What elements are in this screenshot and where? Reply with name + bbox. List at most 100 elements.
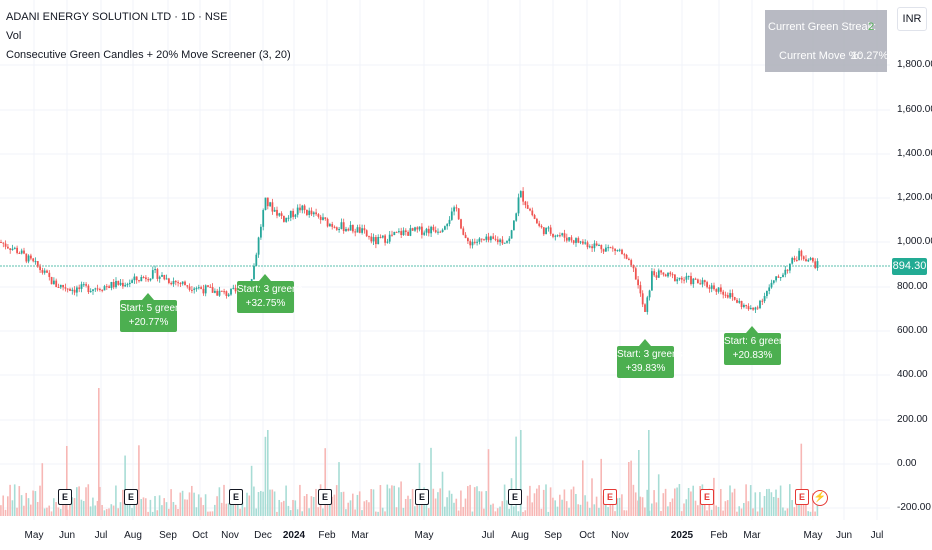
candle-body [207,285,209,287]
symbol-title[interactable]: ADANI ENERGY SOLUTION LTD · 1D · NSE [6,11,228,23]
volume-bar [87,484,90,516]
candle-body [133,276,136,281]
candle-body [710,285,713,289]
candle-body [172,281,175,285]
time-axis-label: Jul [94,530,108,541]
candle-body [214,290,216,293]
candle-body [115,280,117,288]
candle-body [519,191,522,198]
volume-bar [147,511,149,516]
candle-body [570,237,573,241]
volume-bar [536,488,538,516]
volume-bar [529,485,531,516]
volume-bar [195,507,198,516]
candle-body [59,284,62,288]
volume-bar [363,501,366,516]
candle-body [625,254,628,259]
lightning-icon[interactable]: ⚡ [812,490,828,506]
volume-bar [602,495,605,516]
chart-legend: ADANI ENERGY SOLUTION LTD · 1D · NSE Vol… [6,8,291,65]
candle-body [393,231,396,236]
volume-bar [253,486,255,516]
time-axis-label: Nov [611,530,629,541]
candle-body [292,210,294,217]
volume-bar [616,498,619,516]
earnings-marker[interactable]: E [795,489,809,505]
candle-body [483,239,485,241]
volume-bar [724,501,727,516]
volume-bar [520,430,522,516]
indicator-legend[interactable]: Consecutive Green Candles + 20% Move Scr… [6,49,291,61]
earnings-marker[interactable]: E [229,489,243,505]
volume-bar [391,485,393,516]
volume-bar [756,511,759,516]
volume-bar [138,445,140,516]
candle-body [524,201,527,206]
candle-body [434,230,437,233]
volume-bar [115,485,117,516]
volume-bar [381,507,384,516]
volume-bar [743,503,745,516]
time-axis-label: May [803,530,823,541]
candle-body [119,282,122,285]
candle-body [349,224,352,231]
volume-bar [485,491,487,516]
candle-body [266,197,269,207]
volume-bar [793,507,796,516]
annotation-line1: Start: 5 greens [120,303,186,314]
volume-bar [464,498,467,516]
volume-bar [611,500,614,516]
candle-body [395,231,398,233]
candle-body [335,227,338,230]
candle-body [680,277,683,280]
volume-bar [556,506,559,516]
earnings-marker[interactable]: E [58,489,72,505]
volume-bar [782,507,784,516]
candle-body [186,285,189,287]
candle-body [467,238,469,242]
candle-body [687,276,690,278]
earnings-marker[interactable]: E [700,489,714,505]
volume-bar [216,496,218,516]
volume-bar [722,510,724,516]
annotation-label: Start: 6 greens +20.83% [724,333,790,365]
volume-bar [20,495,23,516]
volume-bar [276,511,278,516]
currency-selector[interactable]: INR [897,7,927,31]
earnings-marker[interactable]: E [603,489,617,505]
candle-body [110,282,113,289]
candle-body [690,276,692,285]
candle-body [308,210,311,215]
candle-body [726,295,729,298]
volume-bar [193,492,195,516]
volume-bar [36,501,39,516]
time-axis-label: Aug [511,530,529,541]
time-axis-label: Mar [351,530,369,541]
earnings-marker[interactable]: E [124,489,138,505]
earnings-marker[interactable]: E [415,489,429,505]
annotation-line2: +39.83% [625,363,666,374]
volume-bar [352,493,354,516]
candle-body [460,219,462,229]
candle-body [634,268,637,280]
candle-body [151,270,154,279]
volume-bar [39,485,41,516]
earnings-marker[interactable]: E [318,489,332,505]
candle-body [485,236,488,240]
volume-bar [211,511,214,516]
candle-body [586,242,589,248]
volume-bar [55,502,57,516]
volume-bar [271,489,274,516]
volume-bar [427,508,430,516]
candle-body [168,278,170,283]
volume-bar [657,474,660,516]
candle-body [749,307,752,310]
volume-bar [99,486,101,516]
volume-bar [473,487,476,516]
candle-body [536,218,538,224]
volume-bar [62,499,64,516]
earnings-marker[interactable]: E [508,489,522,505]
volume-legend[interactable]: Vol [6,30,22,42]
volume-bar [170,489,172,516]
